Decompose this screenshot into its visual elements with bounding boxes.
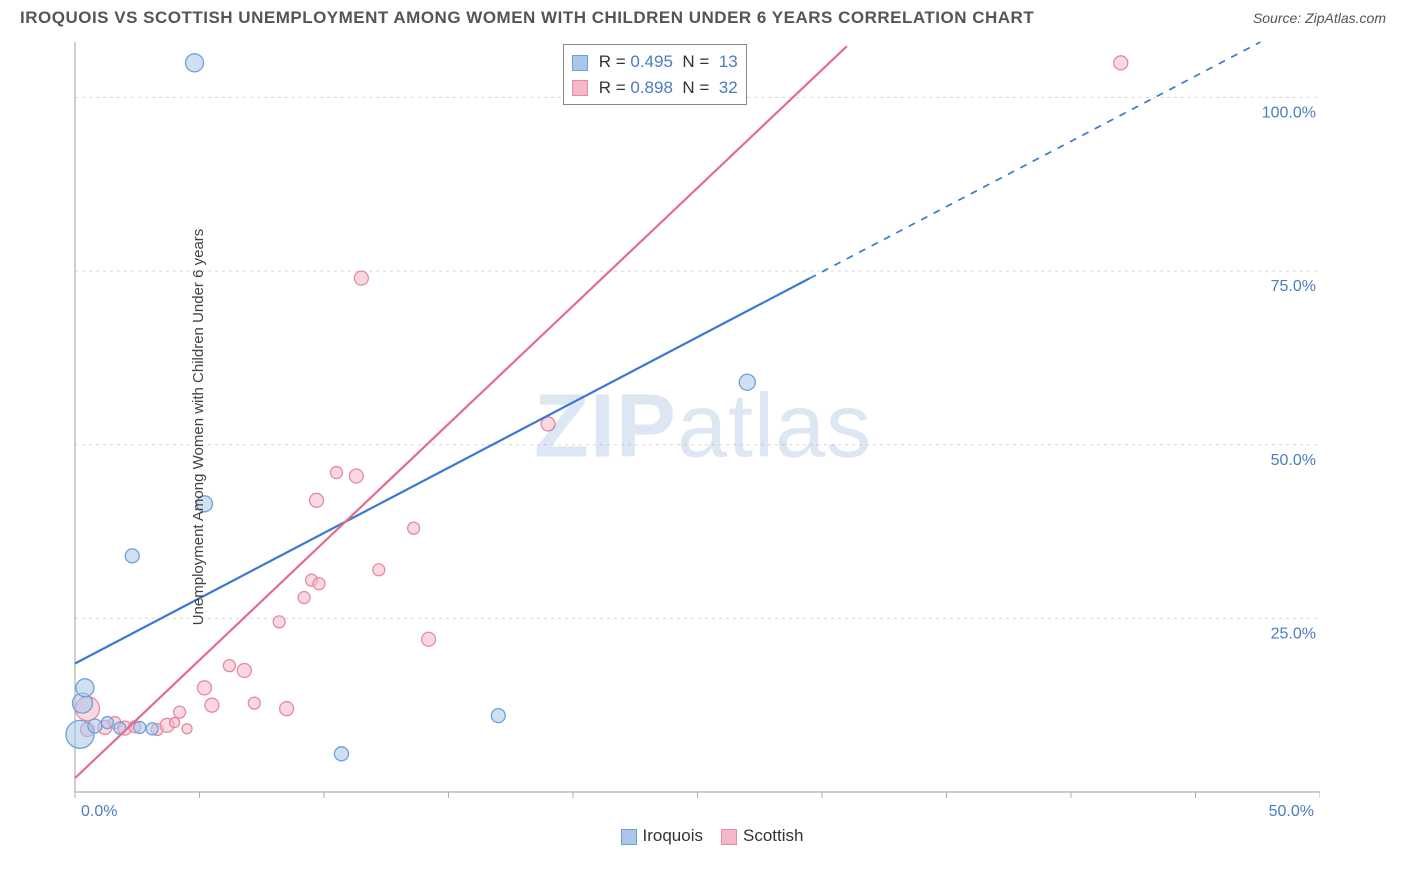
scatter-chart: 25.0% 50.0% 75.0% 100.0% 0.0% 50.0% <box>20 32 1320 822</box>
data-point <box>174 706 186 718</box>
svg-text:0.0%: 0.0% <box>81 803 117 820</box>
svg-text:50.0%: 50.0% <box>1271 452 1316 469</box>
data-point <box>101 717 113 729</box>
data-point <box>334 747 348 761</box>
source-label: Source: ZipAtlas.com <box>1253 10 1386 26</box>
stats-row: R = 0.898 N = 32 <box>572 75 738 101</box>
chart-title: IROQUOIS VS SCOTTISH UNEMPLOYMENT AMONG … <box>20 8 1034 28</box>
svg-text:75.0%: 75.0% <box>1271 278 1316 295</box>
data-point <box>408 522 420 534</box>
y-axis-label: Unemployment Among Women with Children U… <box>190 229 207 626</box>
data-point <box>1114 56 1128 70</box>
data-point <box>197 681 211 695</box>
trend-line-extrapolated <box>810 42 1261 278</box>
data-point <box>739 374 755 390</box>
data-point <box>205 698 219 712</box>
data-point <box>330 467 342 479</box>
legend-swatch <box>572 80 588 96</box>
legend: Iroquois Scottish <box>0 826 1406 846</box>
data-point <box>273 616 285 628</box>
data-point <box>422 632 436 646</box>
data-point <box>223 660 235 672</box>
data-point <box>237 663 251 677</box>
chart-container: Unemployment Among Women with Children U… <box>20 32 1386 822</box>
data-point <box>280 702 294 716</box>
r-value: 0.898 <box>630 78 673 97</box>
legend-label: Scottish <box>743 826 803 845</box>
svg-text:100.0%: 100.0% <box>1262 105 1316 122</box>
data-point <box>146 723 158 735</box>
legend-label: Iroquois <box>643 826 703 845</box>
legend-swatch <box>621 829 637 845</box>
n-value: 32 <box>714 78 738 97</box>
n-value: 13 <box>714 52 738 71</box>
data-point <box>186 54 204 72</box>
data-point <box>125 549 139 563</box>
data-point <box>134 721 146 733</box>
data-point <box>76 679 94 697</box>
data-point <box>373 564 385 576</box>
svg-text:50.0%: 50.0% <box>1269 803 1314 820</box>
data-point <box>248 697 260 709</box>
data-point <box>349 469 363 483</box>
trend-line <box>75 278 810 663</box>
legend-item: Iroquois <box>603 826 703 845</box>
data-point <box>88 719 102 733</box>
data-point <box>491 709 505 723</box>
legend-swatch <box>572 55 588 71</box>
stats-row: R = 0.495 N = 13 <box>572 49 738 75</box>
svg-text:25.0%: 25.0% <box>1271 625 1316 642</box>
data-point <box>182 724 192 734</box>
correlation-stats-box: R = 0.495 N = 13 R = 0.898 N = 32 <box>563 44 747 105</box>
legend-item: Scottish <box>703 826 803 845</box>
data-point <box>313 578 325 590</box>
legend-swatch <box>721 829 737 845</box>
r-value: 0.495 <box>630 52 673 71</box>
data-point <box>170 718 180 728</box>
data-point <box>310 493 324 507</box>
data-point <box>298 592 310 604</box>
data-point <box>354 271 368 285</box>
